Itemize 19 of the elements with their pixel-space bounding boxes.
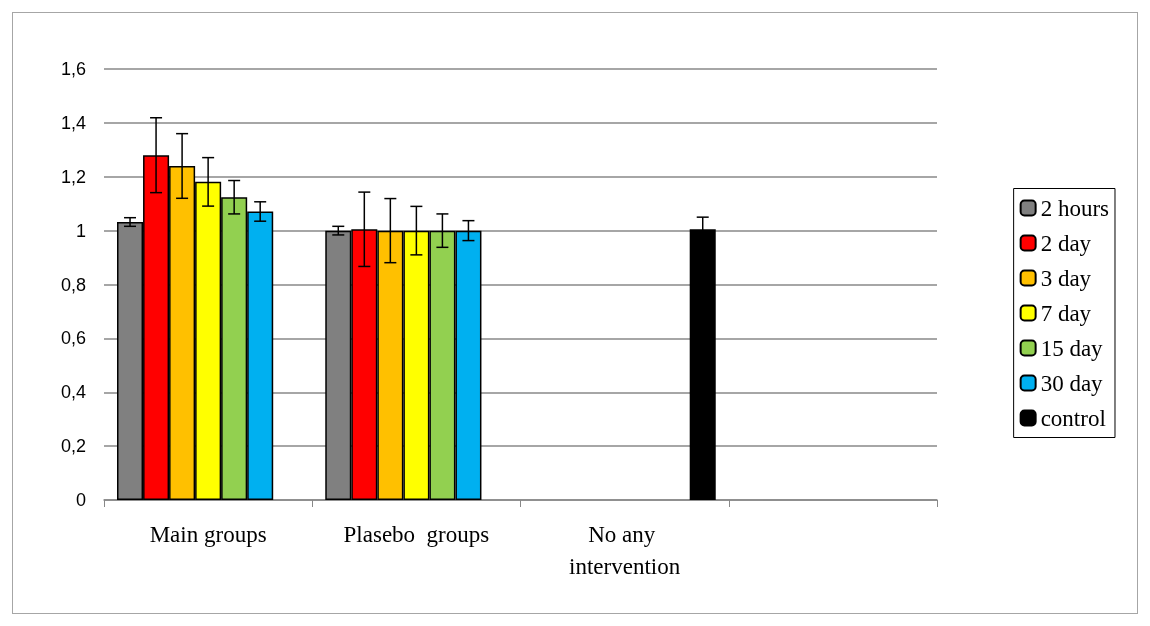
y-tick-label: 0,2: [60, 436, 86, 457]
x-tick-label: Main groups: [149, 521, 267, 547]
legend-label: control: [1040, 405, 1106, 431]
y-tick-label: 0,4: [60, 382, 86, 403]
legend-label: 15 day: [1040, 335, 1104, 361]
y-tick-label: 1,6: [60, 59, 86, 79]
legend-label: 7 day: [1040, 300, 1092, 326]
y-tick-label: 1,4: [60, 112, 86, 133]
y-tick-label: 0: [75, 490, 86, 510]
legend-label: 30 day: [1040, 370, 1104, 396]
legend-label: 3 day: [1040, 265, 1092, 291]
legend-label: 2 day: [1040, 230, 1092, 256]
y-tick-label: 1: [75, 220, 86, 241]
y-tick-label: 1,2: [60, 166, 86, 187]
x-tick-label: Plasebo groups: [343, 521, 490, 547]
legend-label: 2 hours: [1040, 195, 1110, 221]
y-tick-label: 0,8: [60, 274, 86, 295]
x-tick-label: No any intervention: [569, 521, 681, 579]
y-tick-label: 0,6: [60, 328, 86, 349]
